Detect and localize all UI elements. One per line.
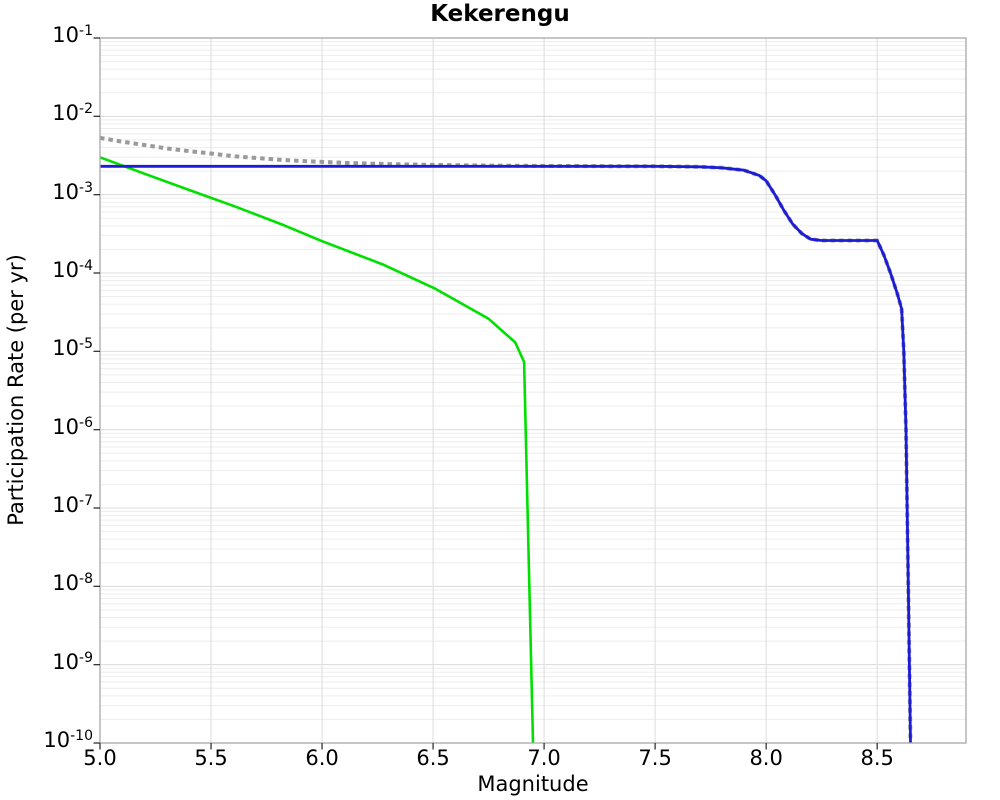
x-tick-label: 8.0 — [749, 746, 783, 770]
x-tick-label: 6.0 — [305, 746, 339, 770]
y-tick-label: 10-7 — [52, 493, 93, 517]
plot-border — [99, 37, 967, 744]
series-blue-solid-rate — [100, 164, 912, 744]
x-tick-label: 5.0 — [83, 746, 117, 770]
x-tick-label: 7.5 — [638, 746, 672, 770]
x-tick-label: 5.5 — [194, 746, 228, 770]
x-tick-label: 8.5 — [860, 746, 894, 770]
x-tick-label: 7.0 — [527, 746, 561, 770]
y-tick-label: 10-3 — [52, 179, 93, 204]
series-gray-dotted-total-rate — [99, 135, 913, 744]
y-tick-label: 10-5 — [52, 336, 93, 361]
y-tick-label: 10-1 — [52, 23, 93, 47]
y-tick-label: 10-4 — [52, 258, 93, 282]
chart-title: Kekerengu — [430, 1, 570, 27]
y-tick-label: 10-2 — [52, 101, 93, 126]
y-axis-title: Participation Rate (per yr) — [4, 254, 28, 526]
x-axis-title: Magnitude — [477, 772, 589, 796]
series-green-solid-gr-rate — [99, 156, 535, 744]
y-tick-label: 10-6 — [52, 414, 93, 439]
y-tick-label: 10-8 — [52, 571, 93, 596]
y-tick-label: 10-10 — [43, 728, 93, 752]
x-tick-label: 6.5 — [416, 746, 450, 770]
y-tick-label: 10-9 — [52, 649, 93, 674]
